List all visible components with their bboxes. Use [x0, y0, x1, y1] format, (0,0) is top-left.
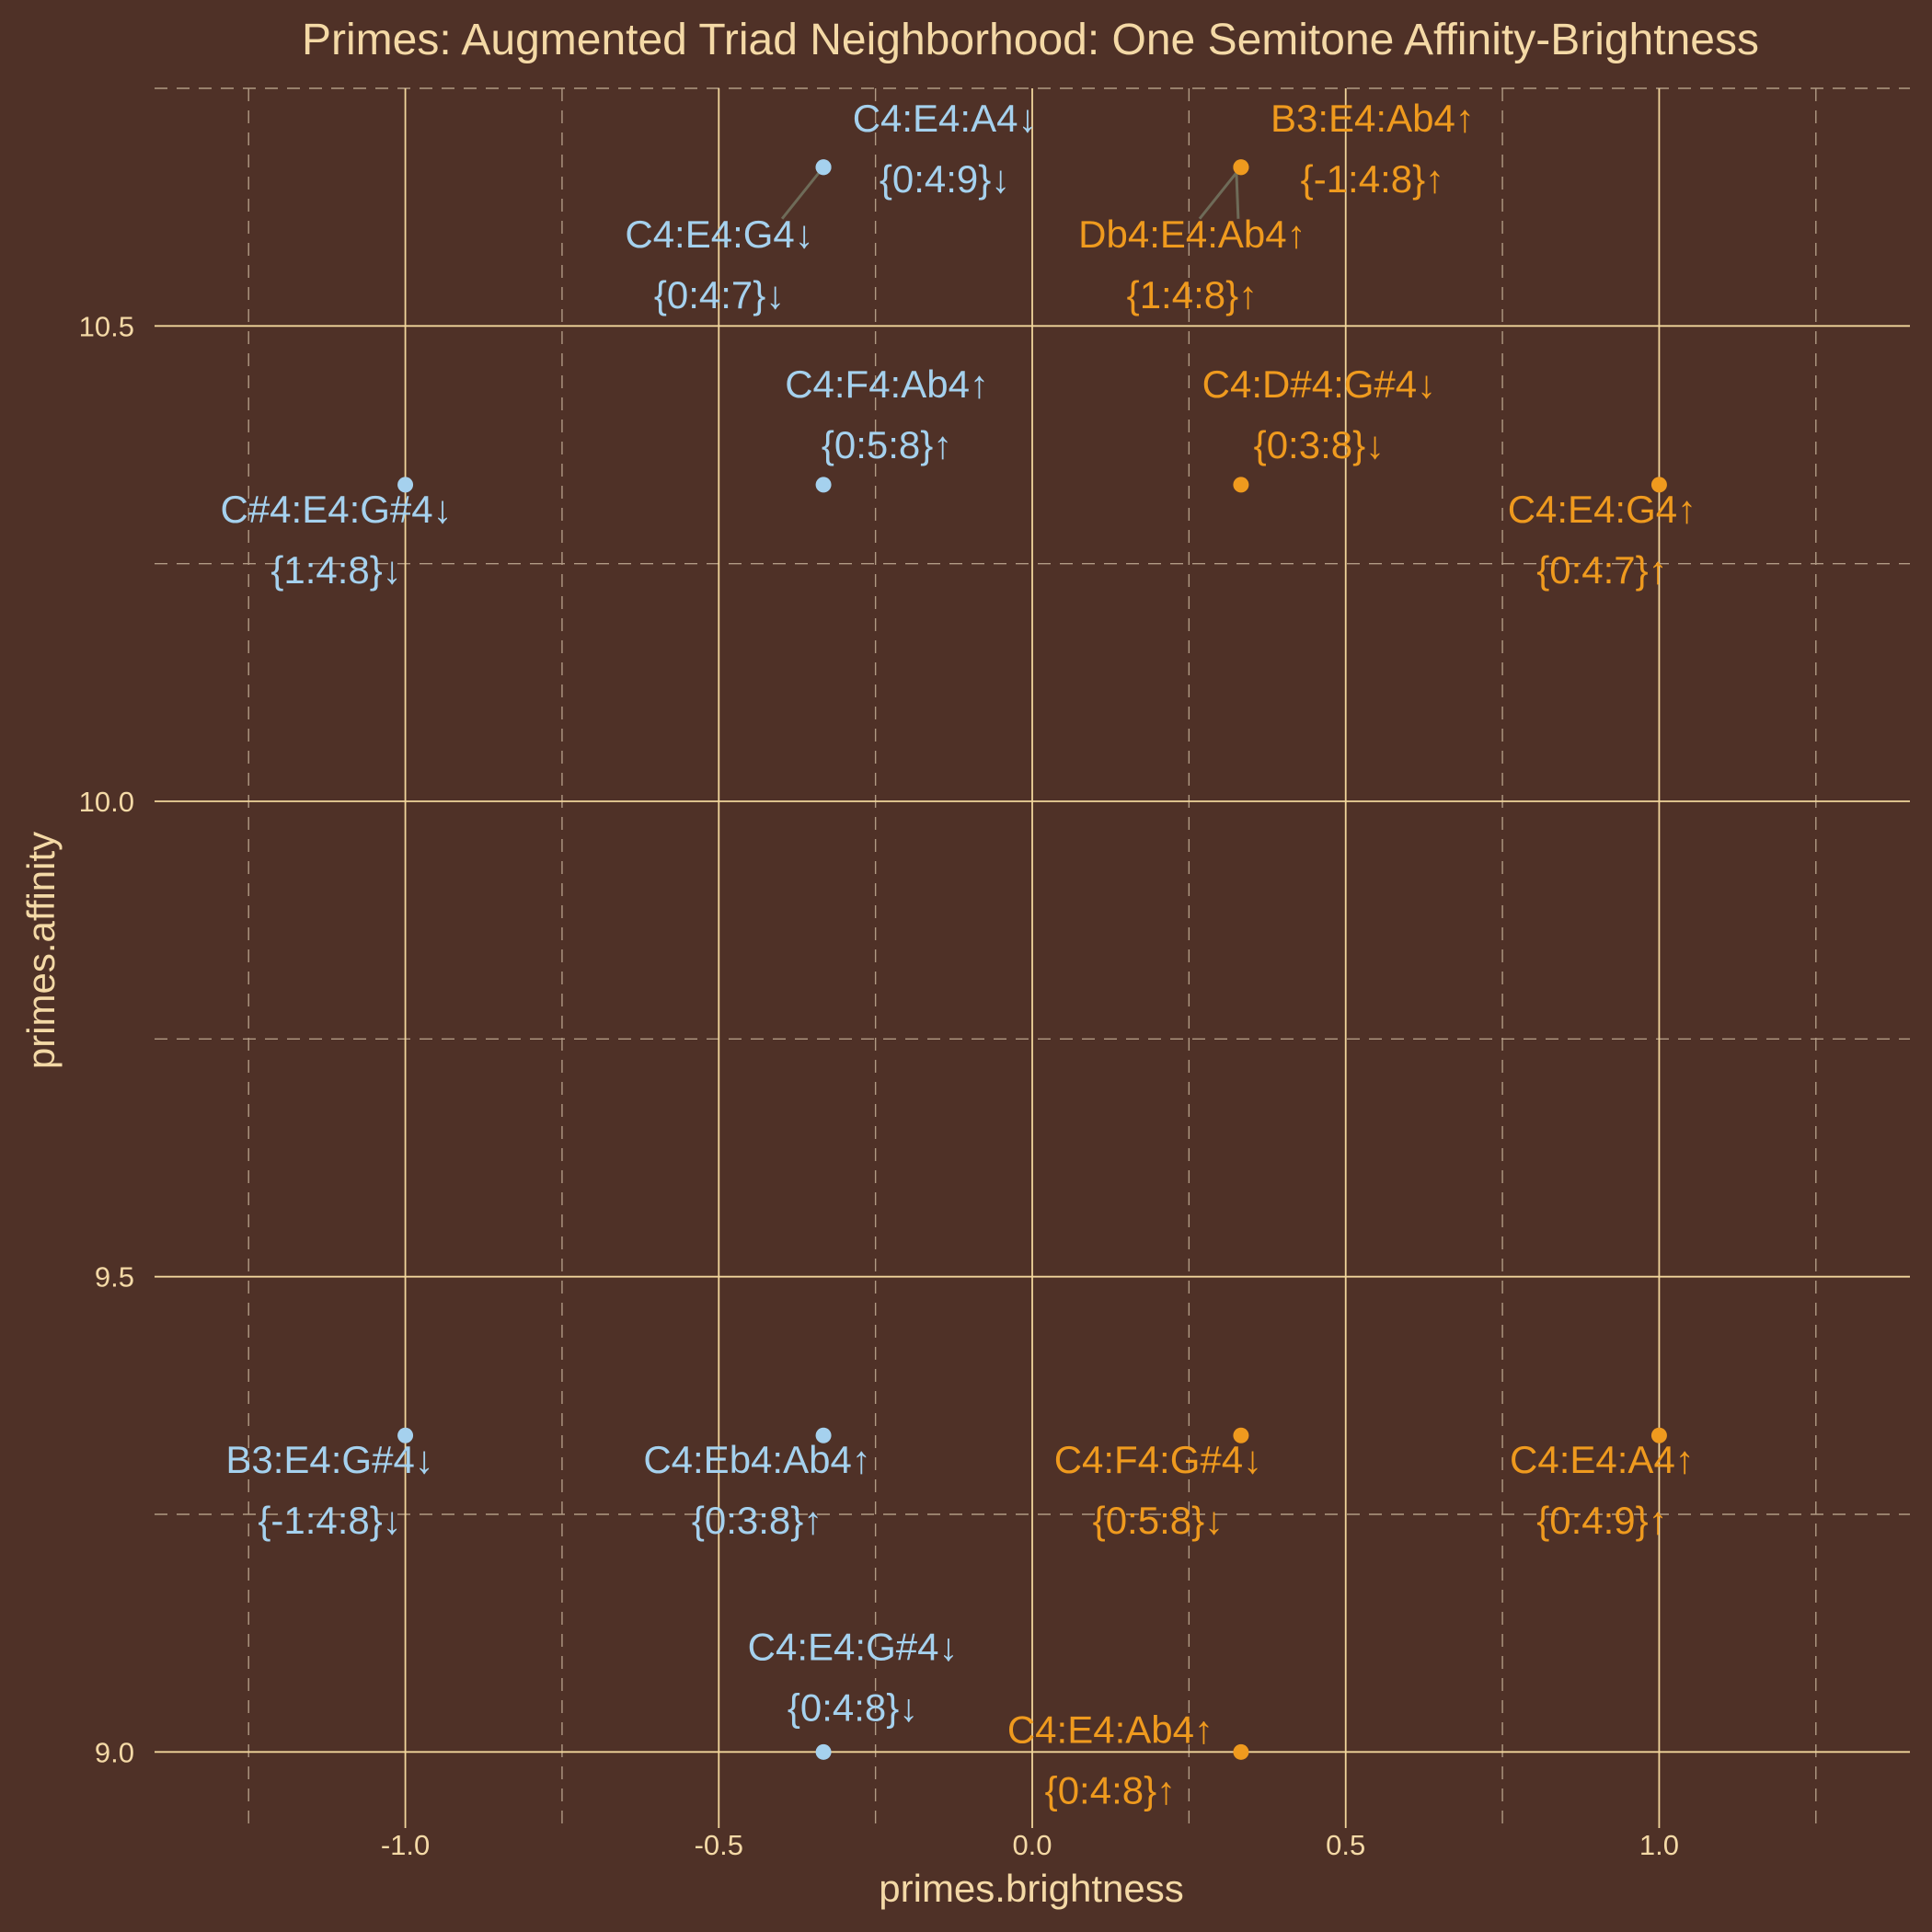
- point-label: C4:E4:A4↓: [853, 97, 1038, 140]
- point-label: C4:F4:Ab4↑: [785, 362, 989, 406]
- axis-ticks: -1.0 -0.5 0.0 0.5 1.0 9.0 9.5 10.0 10.5: [79, 310, 1679, 1861]
- data-points: [397, 159, 1667, 1760]
- point-label: C#4:E4:G#4↓: [220, 488, 452, 531]
- point-label-pcs: {0:4:7}↑: [1536, 548, 1667, 592]
- data-point: [397, 477, 414, 493]
- point-label-pcs: {0:5:8}↑: [822, 423, 952, 466]
- data-point: [1233, 159, 1249, 176]
- data-point: [1233, 1743, 1249, 1760]
- x-axis-title: primes.brightness: [879, 1867, 1183, 1910]
- x-tick-label: -0.5: [695, 1829, 743, 1861]
- point-label-pcs: {0:4:7}↓: [654, 273, 785, 316]
- data-point: [1650, 1427, 1667, 1443]
- label-connector: [1235, 172, 1240, 219]
- point-label: C4:E4:A4↑: [1510, 1438, 1695, 1481]
- point-label: C4:E4:G4↑: [1508, 488, 1696, 531]
- data-point: [815, 1427, 832, 1443]
- data-point: [815, 477, 832, 493]
- y-tick-label: 9.0: [95, 1736, 134, 1768]
- label-connector: [1198, 171, 1238, 220]
- point-label-pcs: {0:5:8}↓: [1093, 1499, 1224, 1542]
- point-label: C4:E4:G#4↓: [748, 1625, 959, 1668]
- point-label-pcs: {1:4:8}↑: [1127, 273, 1258, 316]
- grid: [155, 87, 1910, 1828]
- point-label: C4:D#4:G#4↓: [1202, 362, 1436, 406]
- x-tick-label: -1.0: [381, 1829, 430, 1861]
- point-label-pcs: {1:4:8}↓: [270, 548, 401, 592]
- point-label: C4:E4:G4↓: [625, 213, 813, 256]
- x-tick-label: 0.5: [1326, 1829, 1365, 1861]
- label-connectors: [780, 171, 1240, 220]
- y-tick-label: 9.5: [95, 1261, 134, 1294]
- point-label-pcs: {0:4:9}↓: [880, 157, 1010, 201]
- point-labels: C4:E4:A4↓ {0:4:9}↓ C4:E4:G4↓ {0:4:7}↓ B3:E4:…: [220, 97, 1696, 1812]
- point-label: B3:E4:Ab4↑: [1271, 97, 1475, 140]
- point-label: B3:E4:G#4↓: [225, 1438, 433, 1481]
- y-tick-label: 10.0: [79, 786, 134, 818]
- point-label: Db4:E4:Ab4↑: [1078, 213, 1306, 256]
- data-point: [1233, 477, 1249, 493]
- data-point: [815, 1743, 832, 1760]
- point-label-pcs: {-1:4:8}↓: [258, 1499, 401, 1542]
- point-label: C4:F4:G#4↓: [1054, 1438, 1262, 1481]
- point-label-pcs: {0:3:8}↑: [692, 1499, 822, 1542]
- point-label-pcs: {0:4:9}↑: [1536, 1499, 1667, 1542]
- y-tick-label: 10.5: [79, 310, 134, 342]
- point-label-pcs: {0:4:8}↓: [788, 1685, 918, 1729]
- data-point: [815, 159, 832, 176]
- point-label: C4:E4:Ab4↑: [1007, 1708, 1213, 1751]
- x-tick-label: 1.0: [1639, 1829, 1679, 1861]
- chart-title: Primes: Augmented Triad Neighborhood: On…: [302, 16, 1759, 64]
- point-label-pcs: {0:3:8}↓: [1254, 423, 1385, 466]
- data-point: [1233, 1427, 1249, 1443]
- point-label: C4:Eb4:Ab4↑: [643, 1438, 871, 1481]
- point-label-pcs: {0:4:8}↑: [1045, 1768, 1176, 1811]
- data-point: [1650, 477, 1667, 493]
- y-axis-title: primes.affinity: [19, 832, 63, 1069]
- x-tick-label: 0.0: [1012, 1829, 1052, 1861]
- data-point: [397, 1427, 414, 1443]
- point-label-pcs: {-1:4:8}↑: [1301, 157, 1444, 201]
- label-connector: [780, 171, 821, 220]
